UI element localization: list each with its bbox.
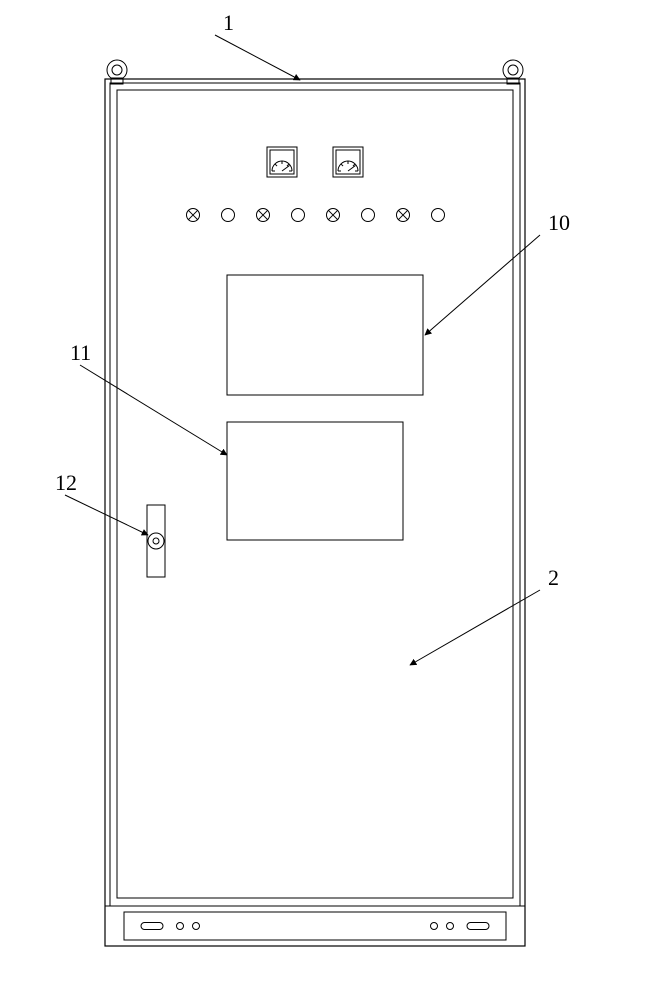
leader-line-l11	[80, 365, 227, 455]
door-handle-body	[147, 505, 165, 577]
lifting-lug-outer	[503, 60, 523, 80]
plinth-inner	[124, 912, 506, 940]
plinth-hole	[193, 923, 200, 930]
meter-needle	[348, 166, 356, 172]
lifting-lug-outer	[107, 60, 127, 80]
callout-panel11: 11	[70, 340, 91, 365]
leader-line-l1	[215, 35, 300, 80]
cabinet-outer	[105, 79, 525, 946]
plinth-slot	[467, 923, 489, 930]
diagram-stage: 1 10 11 12 2	[0, 0, 647, 1000]
callout-door2: 2	[548, 565, 559, 590]
indicator-lamp	[362, 209, 375, 222]
lifting-lug-inner	[508, 65, 518, 75]
lifting-lug-inner	[112, 65, 122, 75]
cabinet-frame	[110, 83, 520, 906]
plinth-slot	[141, 923, 163, 930]
plinth-hole	[177, 923, 184, 930]
plinth-hole	[447, 923, 454, 930]
door-handle-knob-outer	[148, 533, 164, 549]
display-panel-top	[227, 275, 423, 395]
display-panel-bottom	[227, 422, 403, 540]
callout-cabinet_top: 1	[223, 10, 234, 35]
meter-needle	[282, 166, 290, 172]
diagram-svg: 1 10 11 12 2	[0, 0, 647, 1000]
door-handle-knob-inner	[153, 538, 159, 544]
indicator-lamp	[432, 209, 445, 222]
leader-line-l10	[425, 235, 540, 335]
leader-line-l12	[65, 495, 148, 535]
callout-handle12: 12	[55, 470, 77, 495]
callout-panel10: 10	[548, 210, 570, 235]
indicator-lamp	[292, 209, 305, 222]
plinth-hole	[431, 923, 438, 930]
meter-tick	[275, 164, 277, 166]
indicator-lamp	[222, 209, 235, 222]
cabinet-door	[117, 90, 513, 898]
meter-tick	[341, 164, 343, 166]
